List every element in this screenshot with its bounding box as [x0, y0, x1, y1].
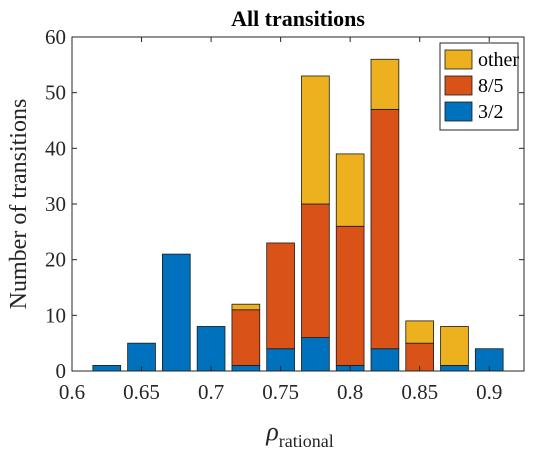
- bar-other-8: [370, 58, 400, 110]
- x-tick-label: 0.75: [262, 380, 299, 404]
- legend-label-other: other: [478, 49, 519, 71]
- x-tick-label: 0.65: [123, 380, 160, 404]
- bar-3-2-4: [231, 365, 261, 372]
- y-tick-label: 60: [45, 25, 66, 49]
- legend-label-3-2: 3/2: [478, 101, 504, 123]
- bar-3-2-0: [92, 365, 122, 372]
- bar-8-5-5: [266, 242, 295, 350]
- legend-swatch-8-5: [444, 75, 473, 96]
- y-axis: 0 10 20 30 40 50 60: [45, 25, 524, 383]
- bar-8-5-8: [370, 108, 400, 350]
- bar-other-9: [405, 320, 434, 344]
- x-tick-label: 0.8: [337, 380, 363, 404]
- x-axis: 0.6 0.65 0.7 0.75 0.8 0.85 0.9: [59, 37, 502, 404]
- legend-swatch-3-2: [444, 101, 473, 122]
- x-axis-label-subscript: rational: [279, 431, 334, 451]
- y-tick-label: 50: [45, 81, 66, 105]
- bars: [92, 58, 504, 372]
- bar-other-4: [231, 303, 261, 311]
- x-axis-label-symbol: ρ: [265, 417, 278, 446]
- bar-other-7: [335, 153, 365, 227]
- y-tick-label: 10: [45, 303, 66, 327]
- chart-title: All transitions: [231, 6, 365, 31]
- x-tick-label: 0.6: [59, 380, 85, 404]
- x-tick-label: 0.85: [401, 380, 438, 404]
- legend: other 8/5 3/2: [439, 42, 519, 131]
- y-tick-label: 0: [56, 359, 67, 383]
- bar-8-5-7: [335, 225, 365, 366]
- legend-label-8-5: 8/5: [478, 75, 504, 97]
- bar-3-2-10: [440, 365, 469, 372]
- bar-3-2-2: [161, 253, 191, 372]
- bar-3-2-3: [196, 326, 226, 372]
- x-tick-label: 0.9: [476, 380, 502, 404]
- y-tick-label: 40: [45, 136, 66, 160]
- bar-3-2-8: [370, 348, 400, 372]
- y-tick-label: 30: [45, 192, 66, 216]
- bar-other-10: [440, 326, 469, 366]
- legend-swatch-other: [444, 49, 473, 70]
- y-tick-label: 20: [45, 248, 66, 272]
- bar-8-5-6: [301, 203, 330, 339]
- x-axis-label: ρrational: [265, 417, 333, 451]
- x-tick-label: 0.7: [198, 380, 224, 404]
- bar-3-2-6: [301, 337, 330, 372]
- bar-other-6: [301, 75, 330, 205]
- bar-3-2-1: [127, 342, 156, 372]
- bar-8-5-4: [231, 309, 261, 366]
- y-axis-label: Number of transitions: [6, 99, 32, 310]
